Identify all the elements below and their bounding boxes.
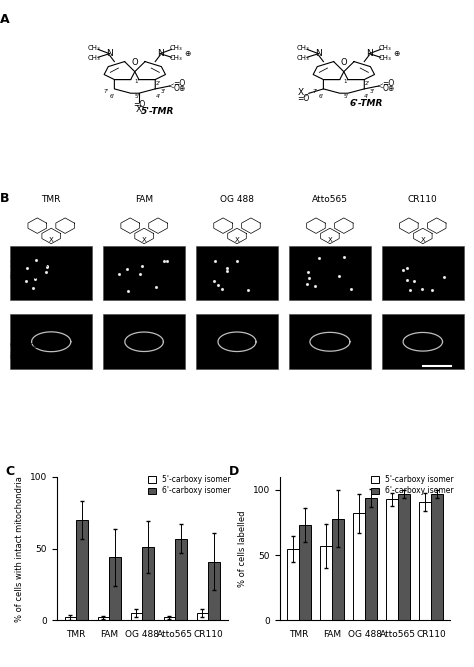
Text: O: O [340,58,347,67]
Text: 3': 3' [161,89,166,93]
Text: 6'-TMR: 6'-TMR [350,99,383,108]
Text: O: O [131,58,138,67]
Bar [196,314,278,369]
Bar [287,548,299,620]
Text: CH₃: CH₃ [297,45,310,51]
Bar [398,494,410,620]
Text: CH₃: CH₃ [297,55,310,61]
Text: =O: =O [297,94,309,103]
Text: ⊕: ⊕ [394,49,400,58]
Bar [299,525,310,620]
Legend: 5'-carboxy isomer, 6'-carboxy isomer: 5'-carboxy isomer, 6'-carboxy isomer [370,474,455,497]
Text: X: X [420,237,425,243]
Text: 2': 2' [365,81,370,86]
Text: X: X [328,237,332,243]
Text: OG 488: OG 488 [220,195,254,204]
Bar [431,494,443,620]
Bar [419,502,431,620]
Text: =O: =O [173,79,186,88]
Bar [332,519,344,620]
Text: 4': 4' [364,94,369,99]
Text: CH₃: CH₃ [378,55,391,61]
Bar [289,200,371,241]
Text: N: N [366,49,373,58]
Text: X: X [142,237,146,243]
Bar [10,200,92,241]
Text: 5'-TMR: 5'-TMR [141,107,174,116]
Text: CR110: CR110 [408,195,438,204]
Bar [175,538,187,620]
Text: N: N [106,49,113,58]
Text: =O: =O [133,99,145,109]
Text: CH₃: CH₃ [169,45,182,51]
Bar [382,314,464,369]
Text: CH₃: CH₃ [169,55,182,61]
Bar [76,520,88,620]
Text: CH₃: CH₃ [378,45,391,51]
Bar [142,547,154,620]
Bar [365,498,376,620]
Text: FAM: FAM [135,195,153,204]
Bar [320,546,332,620]
Text: X: X [298,88,304,97]
Text: C: C [6,466,15,478]
Bar [208,562,220,620]
Bar [382,245,464,301]
Text: A: A [0,13,10,26]
Bar [197,613,208,620]
Bar [196,200,278,241]
Y-axis label: % of cells with intact mitochondria: % of cells with intact mitochondria [15,476,24,622]
Text: ⊕: ⊕ [185,49,191,58]
Text: =O: =O [383,79,395,88]
Text: 7': 7' [104,89,109,93]
Bar [354,514,365,620]
Text: X: X [235,237,239,243]
Text: 1': 1' [343,79,348,84]
Bar [382,200,464,241]
Text: D: D [228,466,239,478]
Bar [103,245,185,301]
Bar [164,618,175,620]
Bar [109,557,121,620]
Text: X: X [49,237,54,243]
Text: 6'-carboxy
isomer: 6'-carboxy isomer [9,341,54,362]
Text: 5': 5' [343,94,348,99]
Text: O⊕: O⊕ [173,83,186,93]
Text: 1': 1' [134,79,139,84]
Bar [131,613,142,620]
Legend: 5'-carboxy isomer, 6'-carboxy isomer: 5'-carboxy isomer, 6'-carboxy isomer [147,474,232,497]
Bar [289,245,371,301]
Text: 5'-carboxy
isomer: 5'-carboxy isomer [9,260,54,281]
Text: 4': 4' [156,94,161,99]
Text: 7': 7' [313,89,318,93]
Bar [10,314,92,369]
Bar [386,499,398,620]
Text: O⊕: O⊕ [383,83,395,93]
Text: B: B [0,192,9,205]
Bar [103,314,185,369]
Text: 3': 3' [370,89,375,93]
Bar [64,618,76,620]
Text: 6': 6' [110,94,115,99]
Text: Atto565: Atto565 [312,195,348,204]
Text: N: N [157,49,164,58]
Text: N: N [315,49,322,58]
Text: TMR: TMR [42,195,61,204]
Text: 2': 2' [156,81,161,86]
Bar [98,618,109,620]
Text: 5': 5' [134,94,139,99]
Text: X: X [136,105,142,113]
Bar [289,314,371,369]
Y-axis label: % of cells labelled: % of cells labelled [238,510,247,587]
Text: CH₃: CH₃ [88,55,100,61]
Bar [103,200,185,241]
Bar [196,245,278,301]
Bar [10,245,92,301]
Text: 6': 6' [319,94,324,99]
Text: CH₃: CH₃ [88,45,100,51]
